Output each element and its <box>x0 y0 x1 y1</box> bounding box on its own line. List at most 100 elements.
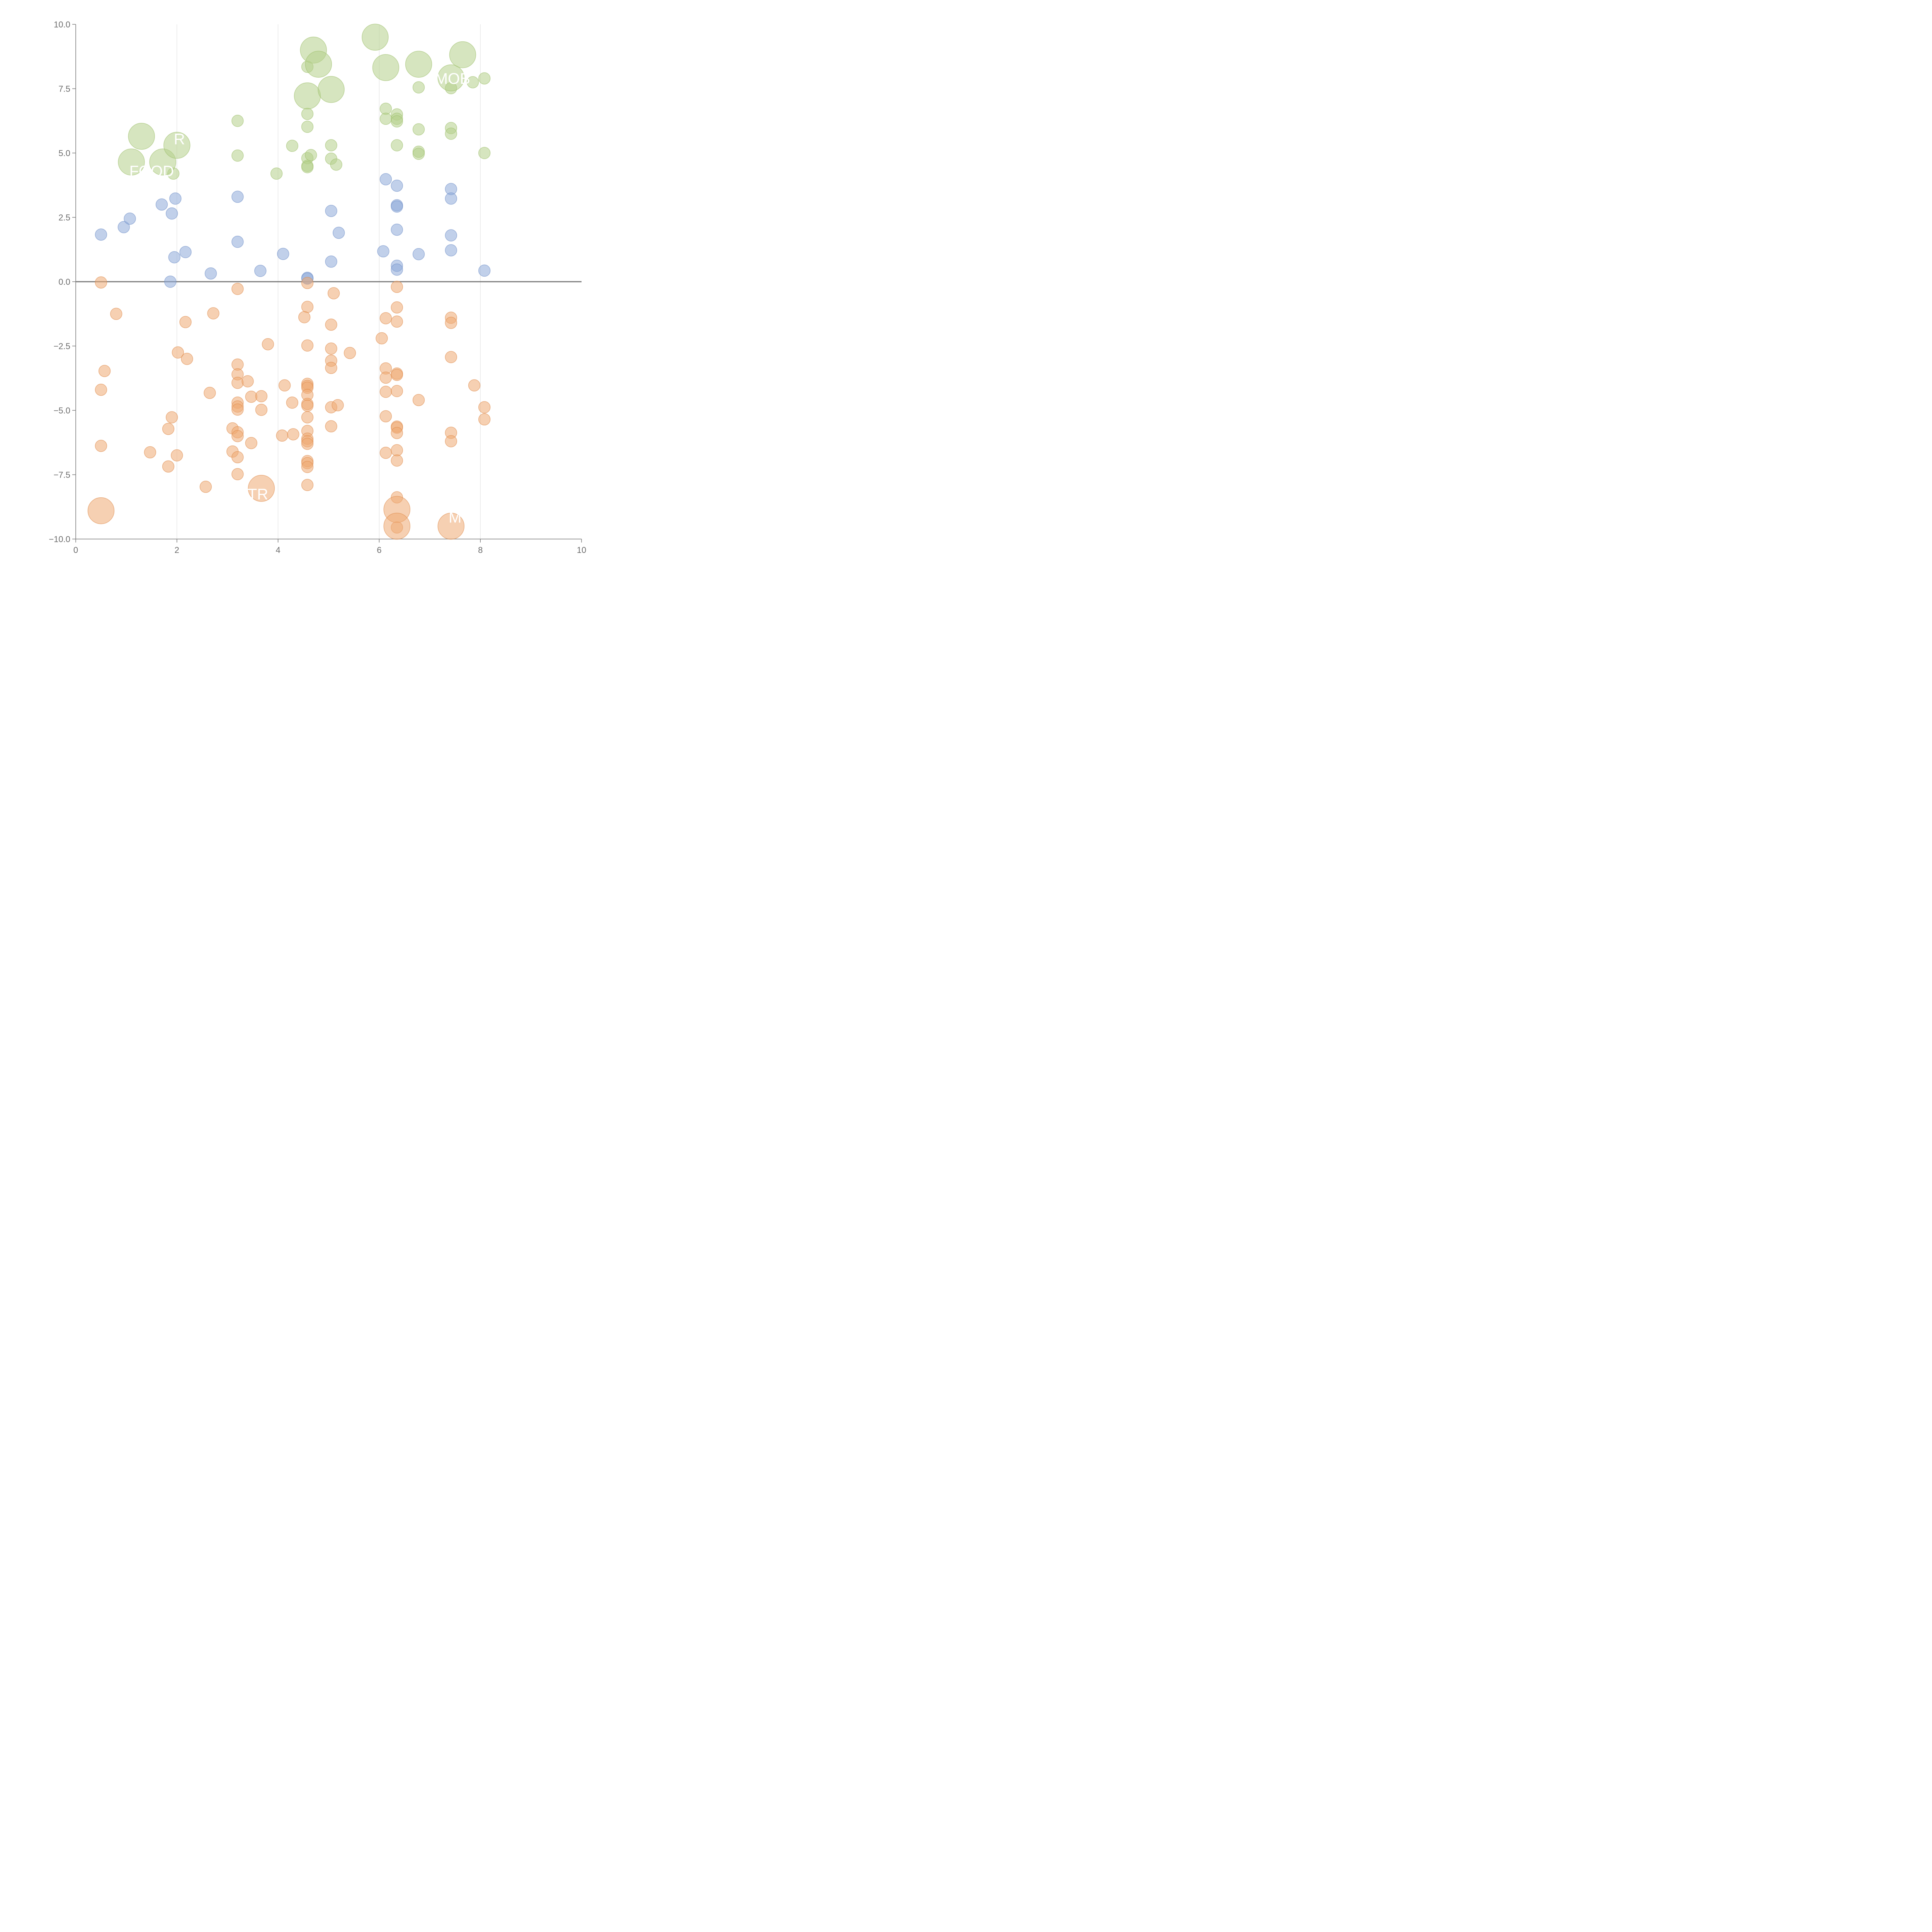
blue-point <box>164 276 177 288</box>
green-point <box>128 122 155 150</box>
orange-point <box>95 383 107 396</box>
green-point <box>286 139 299 152</box>
blue-point <box>391 179 403 192</box>
y-tick-label: −2.5 <box>54 342 70 351</box>
green-point <box>301 161 314 173</box>
bubble-points <box>87 24 491 540</box>
green-point <box>118 148 145 176</box>
green-point <box>412 123 425 136</box>
blue-point <box>412 248 425 260</box>
orange-point <box>276 429 288 442</box>
blue-point <box>379 173 392 185</box>
orange-point <box>207 307 219 320</box>
orange-point <box>144 446 156 459</box>
green-point <box>379 112 392 125</box>
y-tick-label: −7.5 <box>54 470 70 480</box>
annotation-label: STR <box>237 486 268 503</box>
orange-point <box>231 282 244 295</box>
blue-point <box>231 236 244 248</box>
orange-point <box>301 277 314 289</box>
orange-point <box>391 281 403 293</box>
green-point <box>412 81 425 94</box>
orange-point <box>445 316 457 329</box>
orange-point <box>445 351 457 363</box>
x-tick-label: 6 <box>377 545 381 555</box>
orange-point <box>325 318 337 331</box>
y-tick-label: 5.0 <box>58 148 70 158</box>
orange-point <box>162 460 175 473</box>
x-tick-label: 10 <box>577 545 586 555</box>
green-point <box>304 149 317 162</box>
green-point <box>318 76 345 103</box>
orange-point <box>278 379 291 392</box>
orange-point <box>95 276 107 289</box>
orange-point <box>199 481 212 493</box>
x-tick-label: 8 <box>478 545 483 555</box>
orange-point <box>231 376 244 389</box>
green-point <box>372 54 400 81</box>
orange-point <box>181 353 193 365</box>
blue-point <box>155 198 168 211</box>
blue-point <box>204 267 217 280</box>
orange-point <box>301 339 314 352</box>
orange-point <box>325 420 337 433</box>
orange-point <box>445 435 457 447</box>
blue-point <box>168 251 181 264</box>
orange-point <box>231 468 244 480</box>
orange-point <box>301 437 314 450</box>
green-point <box>466 76 479 88</box>
blue-point <box>332 226 345 239</box>
annotation-label: MOB <box>435 70 470 87</box>
orange-point <box>344 347 356 359</box>
orange-point <box>87 497 115 524</box>
orange-point <box>245 437 257 449</box>
blue-point <box>391 223 403 236</box>
orange-point <box>301 461 314 473</box>
orange-point <box>255 403 268 416</box>
orange-point <box>391 301 403 314</box>
x-tick-label: 2 <box>175 545 179 555</box>
green-point <box>405 51 432 78</box>
blue-point <box>95 228 107 241</box>
blue-point <box>391 200 403 213</box>
blue-point <box>325 205 337 217</box>
green-point <box>294 82 321 109</box>
orange-point <box>172 346 184 359</box>
orange-point <box>287 428 299 440</box>
x-tick-label: 4 <box>276 545 280 555</box>
orange-point <box>379 410 392 423</box>
blue-point <box>117 221 130 233</box>
green-point <box>412 148 425 160</box>
blue-point <box>231 190 244 203</box>
orange-point <box>327 287 340 299</box>
green-point <box>270 167 283 180</box>
orange-point <box>298 311 311 323</box>
orange-point <box>376 332 388 345</box>
orange-point <box>391 385 403 397</box>
orange-point <box>332 399 344 412</box>
green-point <box>301 121 314 133</box>
orange-point <box>255 390 268 403</box>
blue-point <box>445 192 457 205</box>
orange-point <box>179 316 192 328</box>
orange-point <box>383 512 410 540</box>
green-point <box>437 64 465 92</box>
orange-point <box>379 447 392 459</box>
blue-point <box>165 207 178 220</box>
orange-point <box>301 400 314 412</box>
y-tick-label: −10.0 <box>49 534 70 544</box>
green-point <box>231 149 244 162</box>
orange-point <box>242 375 254 388</box>
orange-point <box>231 430 244 442</box>
blue-point <box>445 229 457 242</box>
green-point <box>231 115 244 127</box>
orange-point <box>391 427 403 439</box>
orange-point <box>110 308 122 320</box>
orange-point <box>95 440 107 452</box>
green-point <box>330 158 342 171</box>
annotation-label: M <box>449 509 461 526</box>
orange-point <box>325 362 337 374</box>
blue-point <box>254 265 267 277</box>
green-point <box>391 115 403 128</box>
green-point <box>325 139 337 151</box>
